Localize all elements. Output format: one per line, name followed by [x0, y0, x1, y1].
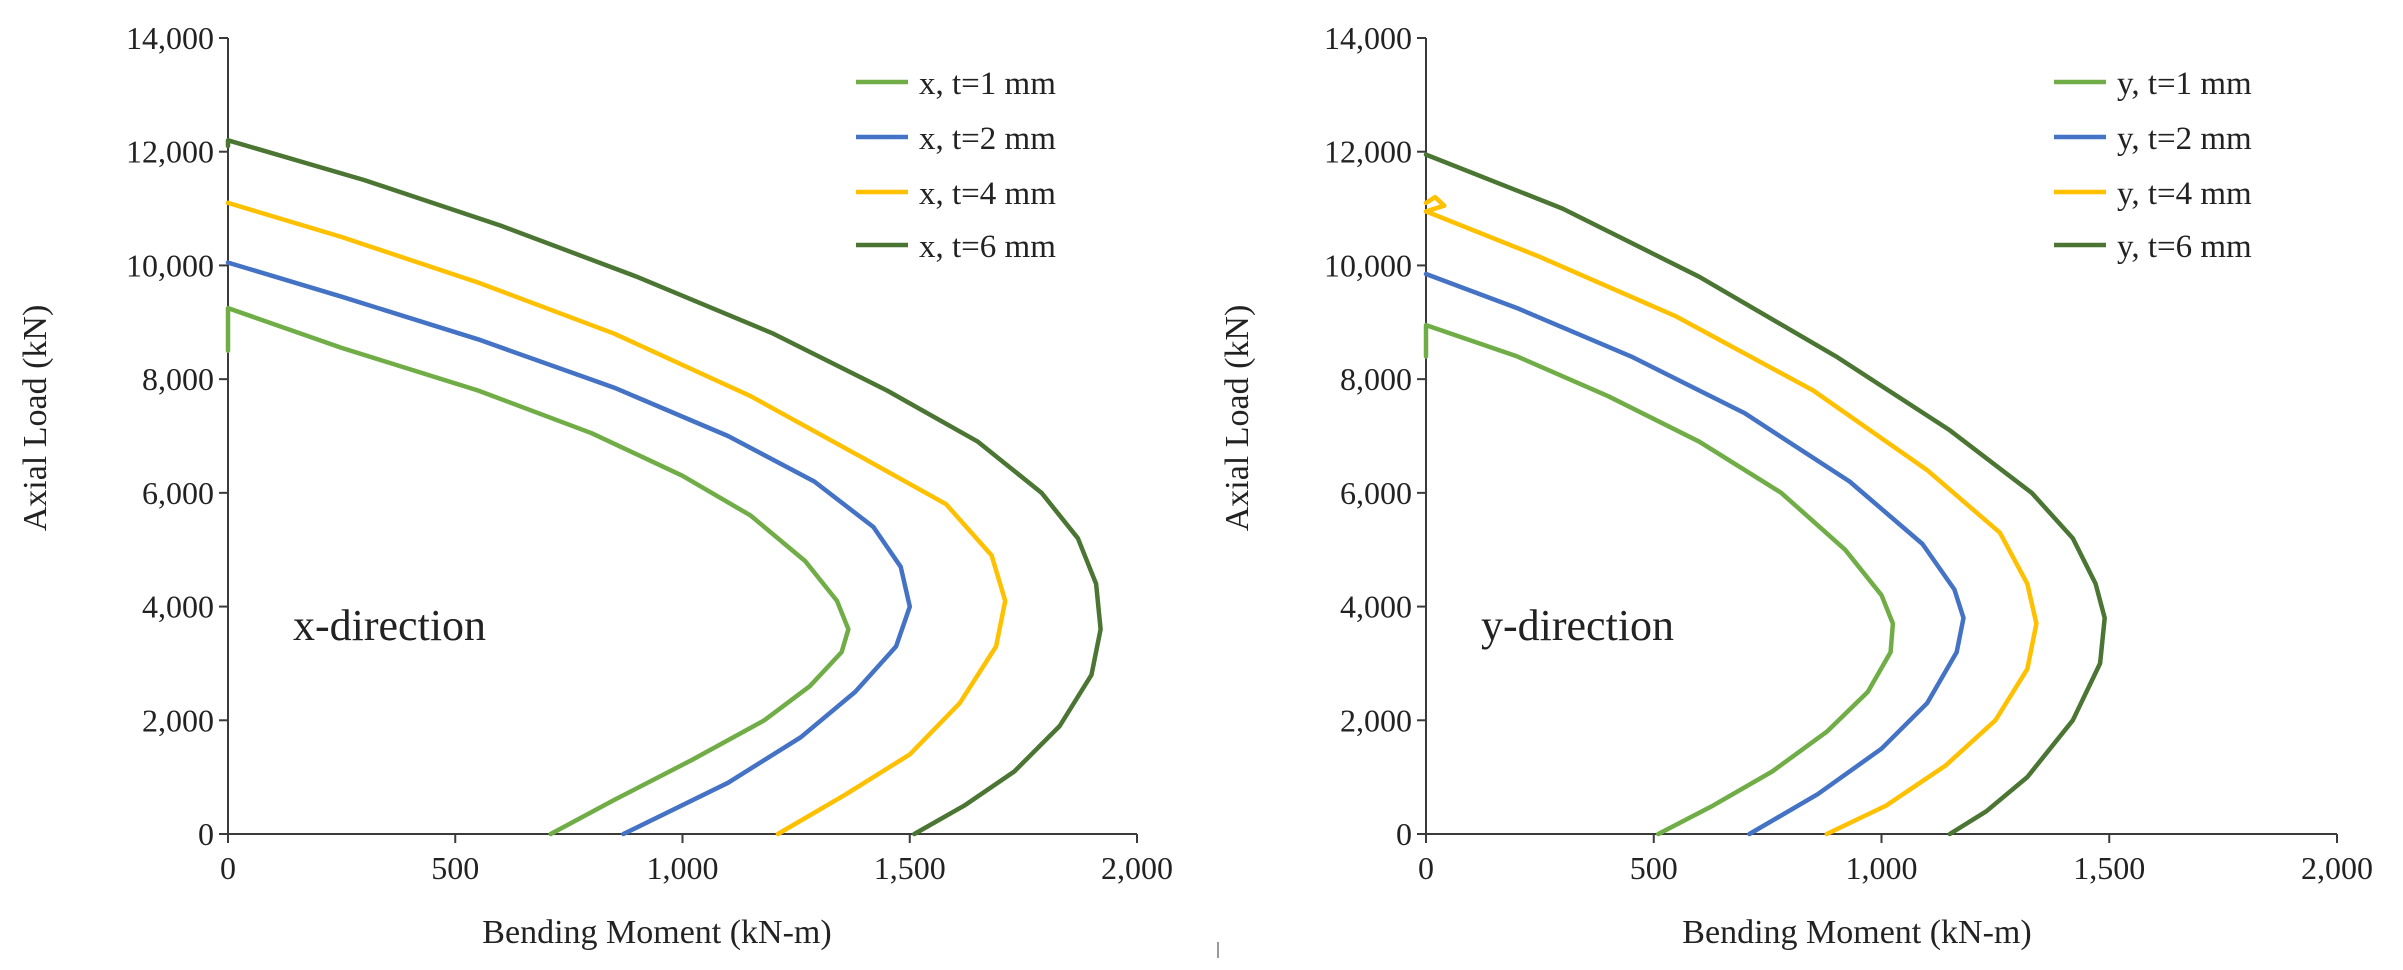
y-tick-label: 4,000	[1340, 589, 1412, 625]
x-tick-label: 2,000	[2301, 850, 2373, 886]
chart-annotation: y-direction	[1481, 601, 1674, 650]
x-tick-label: 0	[1418, 850, 1434, 886]
legend-label: x, t=6 mm	[919, 229, 1056, 265]
series-line	[225, 260, 913, 837]
x-tick-label: 1,000	[647, 850, 719, 886]
legend: y, t=1 mm y, t=2 mm y, t=4 mm y, t=6 mm	[2054, 66, 2252, 265]
legend-item: y, t=1 mm	[2054, 66, 2252, 102]
legend-item: x, t=1 mm	[856, 66, 1056, 102]
series-line	[1423, 152, 2107, 837]
legend-label: x, t=1 mm	[919, 66, 1056, 102]
x-tick-label: 1,500	[874, 850, 946, 886]
legend-item: y, t=4 mm	[2054, 176, 2252, 212]
axes: 0 2,000 4,000 6,000 8,000 10,000 12,000 14,000 0…	[1324, 20, 2373, 886]
x-tick-label: 500	[1630, 850, 1678, 886]
x-axis-title: Bending Moment (kN-m)	[1682, 914, 2031, 951]
y-tick-label: 10,000	[1324, 247, 1412, 283]
legend-label: y, t=6 mm	[2117, 229, 2252, 265]
y-tick-label: 4,000	[142, 589, 214, 625]
y-axis-title: Axial Load (kN)	[17, 305, 54, 532]
x-tick-label: 2,000	[1101, 850, 1173, 886]
y-tick-label: 0	[198, 816, 214, 852]
y-tick-label: 8,000	[1340, 361, 1412, 397]
y-axis-title: Axial Load (kN)	[1219, 305, 1256, 532]
y-direction-chart: Axial Load (kN) Bending Moment (kN-m) y-…	[1219, 20, 2373, 951]
x-tick-label: 1,000	[1846, 850, 1918, 886]
y-tick-label: 6,000	[142, 475, 214, 511]
legend: x, t=1 mm x, t=2 mm x, t=4 mm x, t=6 mm	[856, 66, 1056, 265]
series-line	[1423, 194, 2039, 837]
y-tick-label: 2,000	[142, 702, 214, 738]
legend-label: x, t=4 mm	[919, 176, 1056, 212]
y-direction-panel: Axial Load (kN) Bending Moment (kN-m) y-…	[1202, 0, 2403, 970]
y-tick-label: 0	[1396, 816, 1412, 852]
series-line	[225, 305, 851, 837]
legend-item: x, t=6 mm	[856, 229, 1056, 265]
x-direction-chart: Axial Load (kN) Bending Moment (kN-m) x-…	[17, 20, 1173, 951]
x-axis-title: Bending Moment (kN-m)	[482, 914, 831, 951]
legend-item: y, t=2 mm	[2054, 121, 2252, 157]
chart-annotation: x-direction	[293, 601, 486, 650]
x-direction-panel: Axial Load (kN) Bending Moment (kN-m) x-…	[0, 0, 1201, 970]
y-tick-label: 6,000	[1340, 475, 1412, 511]
y-tick-label: 10,000	[126, 247, 214, 283]
legend-item: x, t=2 mm	[856, 121, 1056, 157]
legend-label: x, t=2 mm	[919, 121, 1056, 157]
series-line	[1423, 271, 1966, 837]
x-tick-label: 1,500	[2073, 850, 2145, 886]
page-divider-mark	[1217, 942, 1219, 958]
legend-label: y, t=1 mm	[2117, 66, 2252, 102]
x-tick-label: 0	[220, 850, 236, 886]
y-tick-label: 8,000	[142, 361, 214, 397]
y-tick-label: 2,000	[1340, 702, 1412, 738]
y-tick-label: 14,000	[1324, 20, 1412, 56]
series-line	[225, 200, 1008, 837]
legend-label: y, t=4 mm	[2117, 176, 2252, 212]
legend-label: y, t=2 mm	[2117, 121, 2252, 157]
series-line	[225, 138, 1103, 837]
y-tick-label: 14,000	[126, 20, 214, 56]
series-line	[1423, 322, 1896, 837]
legend-item: x, t=4 mm	[856, 176, 1056, 212]
y-tick-label: 12,000	[1324, 134, 1412, 170]
axes: 0 2,000 4,000 6,000 8,000 10,000 12,000 14,000 0…	[126, 20, 1173, 886]
y-tick-label: 12,000	[126, 134, 214, 170]
legend-item: y, t=6 mm	[2054, 229, 2252, 265]
x-tick-label: 500	[431, 850, 479, 886]
